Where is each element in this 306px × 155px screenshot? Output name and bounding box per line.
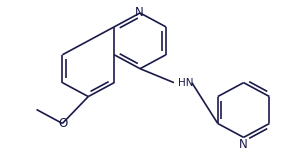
Text: O: O xyxy=(59,117,68,130)
Text: N: N xyxy=(135,7,144,19)
Text: HN: HN xyxy=(178,78,193,88)
Text: N: N xyxy=(239,138,248,151)
